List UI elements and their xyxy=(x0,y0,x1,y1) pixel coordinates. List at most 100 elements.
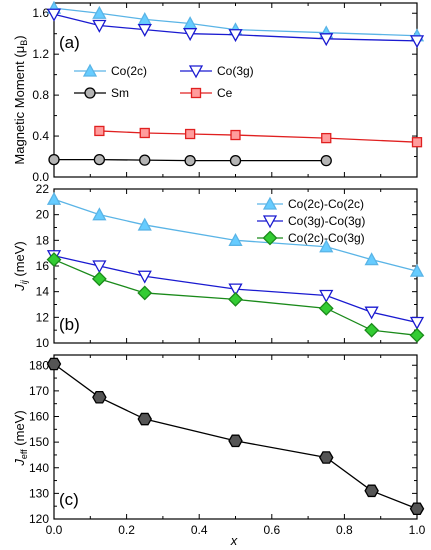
data-point xyxy=(184,154,196,167)
ylabel-b: Jij (meV) xyxy=(12,241,29,292)
ylabel-a-end: ) xyxy=(12,35,27,39)
y-tick-label: 150 xyxy=(29,435,49,449)
data-point xyxy=(137,285,153,301)
ylabel-c-end: (meV) xyxy=(12,410,27,449)
y-tick-label: 1.2 xyxy=(32,47,49,61)
legend-marker xyxy=(262,215,278,229)
data-point xyxy=(321,132,332,144)
legend-label: Ce xyxy=(217,86,233,100)
panel-label: (c) xyxy=(59,490,79,509)
data-point xyxy=(46,357,62,371)
ylabel-a-main: Magnetic Moment (μ xyxy=(12,46,27,165)
data-point xyxy=(94,125,105,137)
x-tick-label: 0.2 xyxy=(118,523,135,537)
data-point xyxy=(46,191,62,205)
data-point xyxy=(228,291,243,307)
legend-item: Sm xyxy=(74,86,129,100)
data-point xyxy=(137,23,152,37)
series-line xyxy=(54,158,327,162)
data-point xyxy=(137,217,152,231)
y-tick-label: 10 xyxy=(36,336,50,350)
panel-a: 0.0 0.4 0.8 1.2 1.6 Co(2c) Co(3g) Sm Ce (a) xyxy=(32,0,425,184)
data-point xyxy=(93,153,106,166)
data-point xyxy=(92,260,107,274)
x-tick-label: 0.8 xyxy=(336,523,353,537)
series-line xyxy=(99,130,418,143)
y-tick-label: 20 xyxy=(36,208,50,222)
legend-label: Sm xyxy=(111,86,129,100)
data-point xyxy=(184,128,196,140)
y-tick-label: 180 xyxy=(29,358,49,372)
data-point xyxy=(409,502,425,516)
data-point xyxy=(319,33,334,47)
series-co-2c-co-3g- xyxy=(46,252,425,343)
legend-marker xyxy=(262,230,278,246)
data-point xyxy=(137,412,153,426)
legend-item: Co(2c) xyxy=(74,63,147,78)
legend-marker xyxy=(190,87,202,99)
legend-item: Co(3g)-Co(3g) xyxy=(257,214,365,229)
data-point xyxy=(92,5,107,19)
y-tick-label: 140 xyxy=(29,461,49,475)
legend-label: Co(2c)-Co(3g) xyxy=(288,231,365,245)
data-point xyxy=(228,232,243,246)
y-tick-label: 12 xyxy=(36,310,50,324)
data-point xyxy=(364,252,379,266)
y-tick-label: 120 xyxy=(29,512,49,526)
data-point xyxy=(364,322,380,338)
panel-label: (a) xyxy=(59,33,80,52)
x-tick-label: 0.0 xyxy=(46,523,63,537)
data-point xyxy=(409,327,425,343)
data-point xyxy=(228,434,243,448)
series-sm xyxy=(48,153,332,167)
legend-label: Co(2c)-Co(2c) xyxy=(288,197,364,211)
data-point xyxy=(183,28,198,42)
y-tick-label: 14 xyxy=(36,285,50,299)
xlabel: x xyxy=(230,533,238,548)
data-point xyxy=(409,35,425,49)
series-co-2c-co-2c- xyxy=(46,191,425,277)
panel-label: (b) xyxy=(59,315,80,334)
data-point xyxy=(319,239,334,253)
plot-frame xyxy=(53,188,418,344)
ylabel-c-main: J xyxy=(12,459,27,467)
data-point xyxy=(319,289,334,303)
data-point xyxy=(92,390,107,404)
data-point xyxy=(139,127,150,139)
series-jeff xyxy=(46,357,425,516)
data-point xyxy=(46,252,62,268)
x-tick-label: 1.0 xyxy=(409,523,426,537)
data-point xyxy=(409,263,425,277)
ylabel-b-end: (meV) xyxy=(12,241,27,280)
ylabel-b-main: J xyxy=(12,284,27,292)
data-point xyxy=(411,137,423,148)
legend: Co(2c)-Co(2c) Co(3g)-Co(3g) Co(2c)-Co(3g) xyxy=(257,196,365,246)
x-tick-label: 0.6 xyxy=(263,523,280,537)
y-tick-label: 0.8 xyxy=(32,88,49,102)
legend-label: Co(2c) xyxy=(111,64,147,78)
legend-label: Co(3g)-Co(3g) xyxy=(288,214,365,228)
y-tick-label: 0.4 xyxy=(32,129,49,143)
legend-label: Co(3g) xyxy=(217,64,254,78)
data-point xyxy=(228,29,243,43)
data-point xyxy=(320,154,332,167)
data-point xyxy=(230,129,241,141)
data-point xyxy=(92,19,107,33)
data-point xyxy=(318,451,334,464)
data-point xyxy=(137,270,152,284)
y-tick-label: 170 xyxy=(29,384,49,398)
series-co-3g- xyxy=(46,8,425,49)
data-point xyxy=(228,283,243,297)
legend-item: Co(2c)-Co(2c) xyxy=(257,196,364,211)
y-tick-label: 18 xyxy=(36,233,50,247)
data-point xyxy=(46,8,62,22)
ylabel-c: Jeff (meV) xyxy=(12,410,29,466)
legend-item: Co(2c)-Co(3g) xyxy=(257,230,365,246)
data-point xyxy=(318,300,334,316)
y-tick-label: 160 xyxy=(29,410,49,424)
ylabel-b-sub: ij xyxy=(19,279,29,284)
y-tick-label: 22 xyxy=(36,182,50,196)
series-ce xyxy=(94,125,423,148)
panel-b: 10 12 14 16 18 20 22 Co(2c)-Co(2c) Co(3g)-Co(3g)… xyxy=(36,182,425,350)
